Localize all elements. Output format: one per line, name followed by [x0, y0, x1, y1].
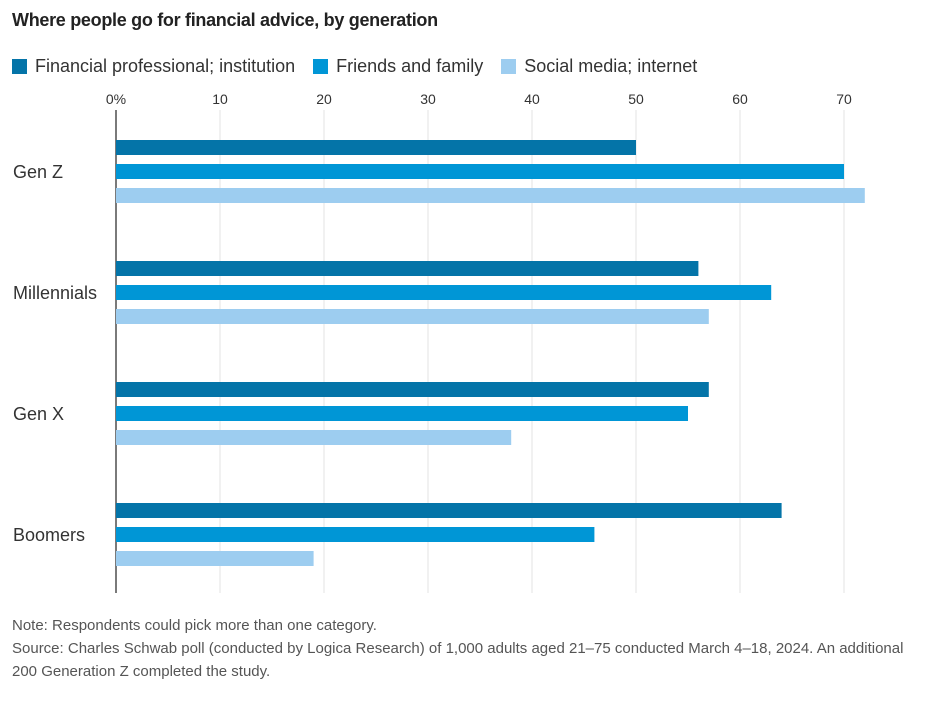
x-tick-label: 20 [316, 91, 332, 107]
legend-item: Social media; internet [501, 56, 697, 77]
bar [116, 164, 844, 179]
x-tick-label: 60 [732, 91, 748, 107]
bar [116, 382, 709, 397]
bar [116, 527, 595, 542]
legend-item: Friends and family [313, 56, 483, 77]
bar [116, 551, 314, 566]
category-label: Gen X [13, 404, 64, 424]
bar [116, 406, 688, 421]
legend-item: Financial professional; institution [12, 56, 295, 77]
bar [116, 503, 782, 518]
note-text: Note: Respondents could pick more than o… [12, 617, 377, 634]
legend-swatch [313, 59, 329, 74]
legend-label: Friends and family [336, 56, 484, 76]
legend-swatch [501, 59, 517, 74]
category-label: Millennials [13, 283, 97, 303]
legend-label: Social media; internet [524, 56, 698, 76]
legend-swatch [12, 59, 27, 74]
x-tick-label: 10 [212, 91, 228, 107]
x-tick-label: 0% [106, 91, 126, 107]
legend: Financial professional; institution Frien… [12, 56, 697, 77]
bar [116, 285, 772, 300]
legend-label: Financial professional; institution [35, 56, 296, 76]
category-label: Boomers [13, 525, 85, 545]
bar [116, 188, 865, 203]
chart-title: Where people go for financial advice, by… [12, 10, 438, 30]
x-tick-label: 40 [524, 91, 540, 107]
bar [116, 430, 512, 445]
category-label: Gen Z [13, 162, 63, 182]
bar [116, 140, 636, 155]
bar [116, 261, 699, 276]
x-tick-label: 50 [628, 91, 644, 107]
source-text: Source: Charles Schwab poll (conducted b… [12, 640, 904, 680]
bar [116, 309, 709, 324]
x-tick-label: 30 [420, 91, 436, 107]
x-tick-label: 70 [836, 91, 852, 107]
